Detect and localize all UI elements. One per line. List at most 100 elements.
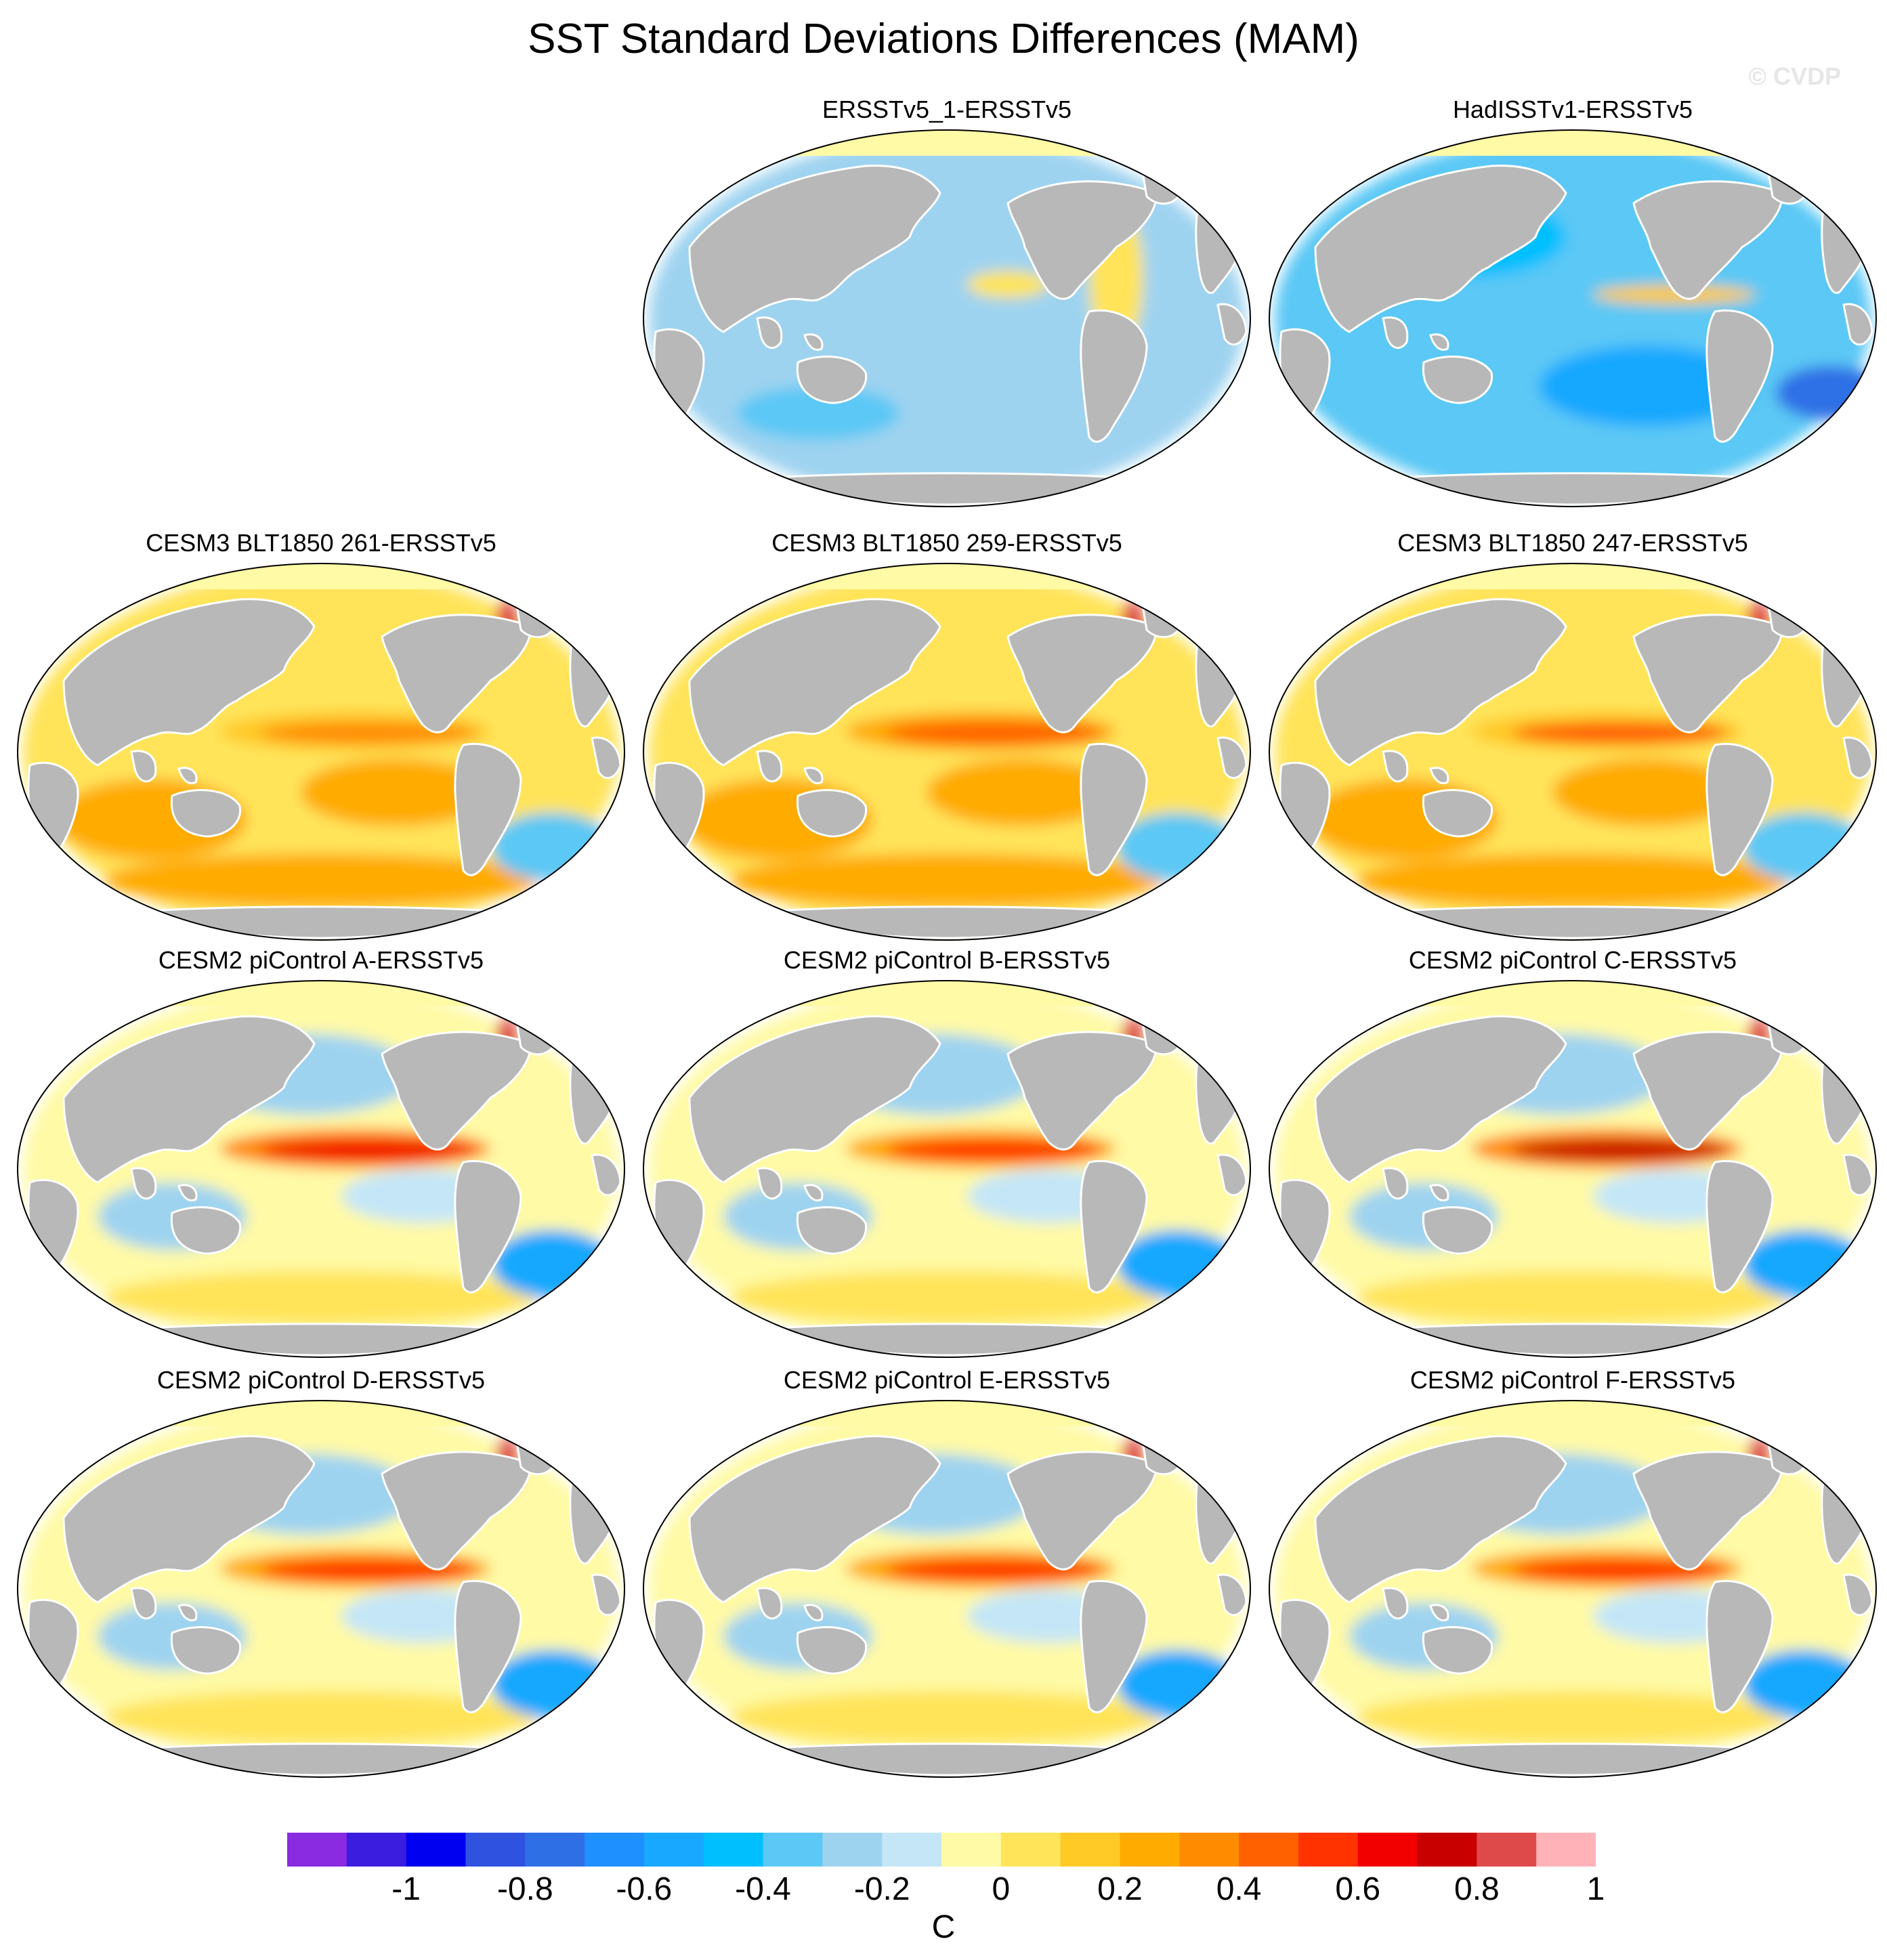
land-mask bbox=[170, 1206, 242, 1255]
sst-anomaly-region bbox=[886, 722, 1103, 744]
land-mask bbox=[1429, 333, 1449, 351]
colorbar-swatch bbox=[1298, 1833, 1359, 1867]
colorbar-swatch bbox=[525, 1833, 585, 1867]
land-mask bbox=[1632, 1031, 1784, 1151]
colorbar-swatch bbox=[643, 1833, 704, 1867]
map-panel: ERSSTv5_1-ERSSTv5 bbox=[635, 95, 1258, 515]
panel-title: CESM3 BLT1850 247-ERSSTv5 bbox=[1397, 529, 1748, 557]
world-map bbox=[643, 1400, 1251, 1778]
land-mask bbox=[1842, 1153, 1873, 1197]
land-mask bbox=[1359, 906, 1787, 939]
land-mask bbox=[591, 1573, 622, 1617]
map-panel: CESM2 piControl A-ERSSTv5 bbox=[9, 945, 633, 1365]
arctic-sea-ice-region bbox=[1403, 563, 1742, 589]
figure-title: SST Standard Deviations Differences (MAM… bbox=[528, 16, 1359, 62]
land-mask bbox=[688, 165, 941, 333]
land-mask bbox=[62, 1015, 316, 1184]
colorbar-tick-label: -0.8 bbox=[496, 1871, 553, 1907]
land-mask bbox=[1080, 742, 1148, 876]
map-panel: CESM3 BLT1850 247-ERSSTv5 bbox=[1261, 528, 1884, 948]
colorbar-tick-label: -0.2 bbox=[853, 1871, 910, 1907]
land-mask bbox=[1842, 1573, 1873, 1617]
sst-anomaly-region bbox=[1512, 1559, 1729, 1581]
sst-anomaly-region bbox=[967, 271, 1048, 298]
colorbar-swatch bbox=[1120, 1833, 1180, 1867]
colorbar-swatch bbox=[941, 1833, 1002, 1867]
land-mask bbox=[688, 1015, 941, 1184]
colorbar-swatch bbox=[585, 1833, 645, 1867]
map-outline bbox=[1269, 563, 1877, 941]
land-mask bbox=[756, 1167, 783, 1200]
land-mask bbox=[1705, 742, 1774, 876]
colorbar-tick-label: 0.2 bbox=[1097, 1871, 1143, 1907]
colorbar bbox=[287, 1833, 1596, 1867]
land-mask bbox=[177, 767, 198, 784]
land-mask bbox=[1314, 165, 1567, 333]
world-map bbox=[17, 563, 625, 941]
map-panel: CESM2 piControl E-ERSSTv5 bbox=[635, 1365, 1258, 1785]
sst-anomaly-region bbox=[104, 1690, 538, 1745]
world-map bbox=[643, 980, 1251, 1358]
colorbar-tick-label: 0.4 bbox=[1216, 1871, 1262, 1907]
map-outline bbox=[643, 1400, 1251, 1778]
map-outline bbox=[643, 563, 1251, 941]
land-mask bbox=[591, 1153, 622, 1197]
arctic-sea-ice-region bbox=[1403, 130, 1742, 156]
land-mask bbox=[803, 333, 824, 351]
sst-anomaly-region bbox=[260, 1139, 477, 1161]
panel-title: CESM2 piControl F-ERSSTv5 bbox=[1409, 1366, 1736, 1394]
colorbar-tick-label: -0.6 bbox=[616, 1871, 673, 1907]
world-map bbox=[17, 980, 625, 1358]
colorbar-swatch bbox=[1417, 1833, 1477, 1867]
land-mask bbox=[1216, 303, 1248, 346]
land-mask bbox=[803, 1604, 824, 1621]
world-map bbox=[1269, 1400, 1877, 1778]
land-mask bbox=[1422, 789, 1493, 838]
arctic-sea-ice-region bbox=[778, 981, 1116, 1006]
sst-anomaly-region bbox=[260, 722, 477, 744]
world-map bbox=[643, 129, 1251, 507]
colorbar-swatch bbox=[1000, 1833, 1061, 1867]
land-mask bbox=[62, 598, 316, 767]
land-mask bbox=[1216, 1573, 1248, 1617]
land-mask bbox=[796, 1626, 868, 1675]
land-mask bbox=[591, 736, 622, 780]
map-outline bbox=[1269, 1400, 1877, 1778]
land-mask bbox=[803, 767, 824, 784]
sst-anomaly-region bbox=[1552, 759, 1742, 826]
sst-anomaly-region bbox=[1512, 1139, 1729, 1161]
arctic-sea-ice-region bbox=[152, 981, 490, 1006]
panel-title: HadISSTv1-ERSSTv5 bbox=[1452, 95, 1693, 123]
map-outline bbox=[643, 129, 1251, 507]
colorbar-swatch bbox=[1357, 1833, 1418, 1867]
colorbar-tick-label: 1 bbox=[1586, 1871, 1605, 1907]
land-mask bbox=[170, 789, 242, 838]
land-mask bbox=[130, 1167, 157, 1200]
land-mask bbox=[733, 1323, 1161, 1357]
land-mask bbox=[1632, 614, 1784, 733]
world-map bbox=[1269, 980, 1877, 1358]
land-mask bbox=[1422, 1626, 1493, 1675]
colorbar-unit-label: C bbox=[931, 1909, 956, 1945]
panel-title: ERSSTv5_1-ERSSTv5 bbox=[822, 95, 1072, 123]
sst-anomaly-region bbox=[886, 1559, 1103, 1581]
land-mask bbox=[130, 750, 157, 783]
arctic-sea-ice-region bbox=[1403, 1401, 1742, 1426]
colorbar-tick-label: 0 bbox=[992, 1871, 1011, 1907]
land-mask bbox=[1422, 356, 1493, 404]
land-mask bbox=[1006, 1451, 1158, 1571]
land-mask bbox=[62, 1435, 316, 1604]
land-mask bbox=[1359, 1323, 1787, 1357]
colorbar-swatch bbox=[406, 1833, 466, 1867]
world-map bbox=[1269, 563, 1877, 941]
map-outline bbox=[643, 980, 1251, 1358]
map-panel: CESM3 BLT1850 261-ERSSTv5 bbox=[9, 528, 633, 948]
sst-anomaly-region bbox=[730, 1690, 1164, 1745]
land-mask bbox=[1429, 1184, 1449, 1201]
sst-anomaly-region bbox=[104, 853, 538, 908]
colorbar-tick-label: 0.6 bbox=[1335, 1871, 1381, 1907]
land-mask bbox=[1632, 1451, 1784, 1571]
land-mask bbox=[688, 598, 941, 767]
land-mask bbox=[177, 1184, 198, 1201]
land-mask bbox=[170, 1626, 242, 1675]
